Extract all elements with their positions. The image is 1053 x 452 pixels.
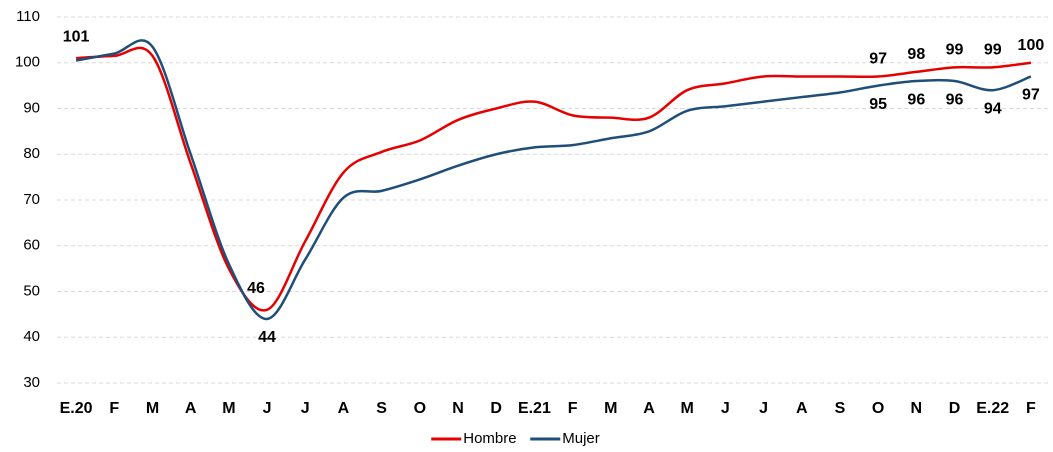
y-tick-label: 90 xyxy=(23,99,40,116)
x-tick-label: M xyxy=(222,400,235,417)
x-tick-label: A xyxy=(796,400,808,417)
data-label: 99 xyxy=(946,42,964,59)
x-tick-label: S xyxy=(835,400,846,417)
y-tick-label: 110 xyxy=(16,8,40,25)
data-label: 44 xyxy=(258,329,276,346)
x-tick-label: D xyxy=(490,400,502,417)
y-tick-label: 60 xyxy=(23,237,40,254)
x-tick-label: N xyxy=(911,400,923,417)
x-tick-label: E.20 xyxy=(60,400,93,417)
data-label: 95 xyxy=(869,96,887,113)
data-label: 100 xyxy=(1018,37,1045,54)
data-label: 98 xyxy=(907,46,925,63)
x-tick-label: F xyxy=(568,400,578,417)
x-tick-label: A xyxy=(643,400,655,417)
x-tick-label: O xyxy=(872,400,884,417)
line-series xyxy=(75,39,1032,321)
data-label: 46 xyxy=(247,280,265,297)
data-label: 96 xyxy=(946,91,964,108)
y-tick-label: 70 xyxy=(23,191,40,208)
data-label: 99 xyxy=(984,42,1002,59)
x-tick-label: O xyxy=(414,400,426,417)
x-tick-label: J xyxy=(263,400,272,417)
x-tick-label: A xyxy=(338,400,350,417)
y-tick-label: 100 xyxy=(15,54,40,71)
x-tick-label: A xyxy=(185,400,197,417)
y-tick-label: 50 xyxy=(23,282,40,299)
x-tick-label: E.21 xyxy=(518,400,551,417)
y-tick-label: 40 xyxy=(23,328,40,345)
y-tick-label: 80 xyxy=(23,145,40,162)
data-label: 94 xyxy=(984,100,1002,117)
x-tick-label: S xyxy=(376,400,387,417)
x-tick-label: M xyxy=(604,400,617,417)
x-tick-label: J xyxy=(759,400,768,417)
x-tick-label: D xyxy=(949,400,961,417)
x-tick-label: N xyxy=(452,400,464,417)
x-tick-label: J xyxy=(301,400,310,417)
y-tick-label: 30 xyxy=(23,374,40,391)
data-label: 96 xyxy=(907,91,925,108)
legend-label: Hombre xyxy=(463,430,516,447)
line-series xyxy=(76,46,1032,312)
data-label: 101 xyxy=(63,28,90,45)
x-tick-label: F xyxy=(109,400,119,417)
x-tick-label: F xyxy=(1026,400,1036,417)
x-tick-label: E.22 xyxy=(976,400,1009,417)
data-label: 97 xyxy=(869,51,887,68)
x-tick-label: M xyxy=(681,400,694,417)
x-tick-label: M xyxy=(146,400,159,417)
legend-label: Mujer xyxy=(562,430,600,447)
x-tick-label: J xyxy=(721,400,730,417)
data-label: 97 xyxy=(1022,87,1040,104)
